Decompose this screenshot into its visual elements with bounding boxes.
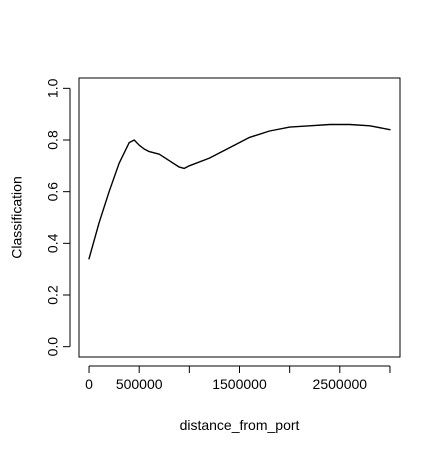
y-axis-label: Classification (9, 176, 25, 258)
x-tick-label: 2500000 (313, 376, 368, 392)
y-tick-label: 0.6 (45, 182, 61, 202)
x-tick-label: 1500000 (212, 376, 267, 392)
x-tick-label: 500000 (116, 376, 163, 392)
x-axis: 0 500000 1500000 2500000 (85, 365, 391, 392)
x-axis-label: distance_from_port (180, 417, 300, 433)
series-line (88, 123, 391, 260)
y-axis: 0.0 0.2 0.4 0.6 0.8 1.0 (45, 78, 71, 357)
plot-box (78, 77, 401, 358)
y-tick-label: 1.0 (45, 78, 61, 98)
y-tick-label: 0.8 (45, 130, 61, 150)
y-tick-label: 0.0 (45, 337, 61, 357)
y-tick-label: 0.4 (45, 233, 61, 253)
x-tick-label: 0 (85, 376, 93, 392)
y-tick-label: 0.2 (45, 285, 61, 305)
